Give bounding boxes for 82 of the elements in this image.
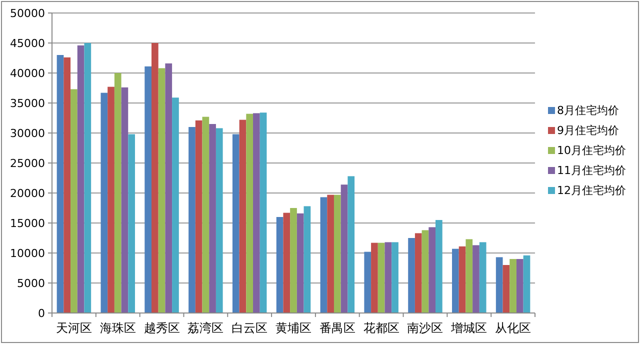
bar bbox=[516, 259, 524, 313]
y-tick-label: 15000 bbox=[10, 217, 45, 230]
bar bbox=[422, 230, 429, 313]
bar bbox=[253, 113, 260, 313]
bar bbox=[452, 248, 459, 313]
bar bbox=[334, 194, 341, 313]
bar bbox=[496, 257, 503, 313]
bar bbox=[158, 68, 166, 313]
legend-label: 8月住宅均价 bbox=[557, 104, 619, 117]
bar bbox=[364, 252, 372, 313]
legend-label: 11月住宅均价 bbox=[557, 164, 626, 177]
bar bbox=[260, 112, 267, 313]
bar bbox=[64, 57, 71, 313]
x-tick-label: 花都区 bbox=[363, 321, 400, 335]
y-tick-label: 5000 bbox=[17, 277, 45, 290]
x-tick-label: 天河区 bbox=[56, 321, 92, 335]
bar bbox=[436, 220, 442, 313]
bar bbox=[283, 212, 290, 313]
bar bbox=[108, 86, 114, 313]
bar bbox=[144, 66, 152, 313]
bar bbox=[114, 73, 122, 313]
bar bbox=[392, 242, 398, 313]
y-tick-label: 40000 bbox=[10, 67, 45, 80]
bar bbox=[100, 92, 108, 313]
bar bbox=[165, 63, 172, 313]
bar bbox=[202, 116, 210, 313]
bar bbox=[195, 120, 202, 313]
bar bbox=[276, 217, 284, 313]
bar bbox=[290, 208, 297, 313]
y-tick-label: 25000 bbox=[10, 157, 45, 170]
y-tick-label: 50000 bbox=[10, 7, 45, 20]
bar bbox=[84, 43, 92, 313]
bar bbox=[472, 245, 480, 313]
y-tick-label: 35000 bbox=[10, 97, 45, 110]
bar bbox=[70, 89, 78, 313]
bar bbox=[348, 176, 355, 313]
bar bbox=[466, 239, 473, 313]
bar bbox=[384, 242, 392, 313]
bar bbox=[152, 43, 158, 313]
bar bbox=[304, 206, 311, 313]
x-tick-label: 从化区 bbox=[495, 321, 532, 335]
bar bbox=[320, 197, 328, 313]
bar bbox=[458, 246, 466, 313]
x-tick-label: 番禺区 bbox=[319, 321, 356, 335]
bar bbox=[216, 128, 223, 313]
bar bbox=[428, 227, 436, 313]
bar bbox=[414, 233, 422, 313]
x-tick-label: 增城区 bbox=[450, 321, 488, 335]
bar bbox=[188, 127, 196, 313]
y-tick-label: 20000 bbox=[10, 187, 45, 200]
x-tick-label: 白云区 bbox=[232, 321, 268, 335]
bar bbox=[209, 124, 216, 313]
bar bbox=[232, 134, 240, 313]
bar bbox=[502, 265, 510, 313]
bar bbox=[340, 184, 348, 313]
bar bbox=[296, 213, 304, 313]
bar bbox=[523, 255, 530, 313]
x-tick-label: 荔湾区 bbox=[188, 321, 224, 335]
x-tick-label: 黄埔区 bbox=[276, 321, 312, 335]
bar bbox=[378, 242, 385, 313]
y-tick-label: 45000 bbox=[10, 37, 45, 50]
legend-label: 9月住宅均价 bbox=[557, 124, 619, 137]
y-tick-label: 0 bbox=[38, 307, 45, 320]
bar bbox=[246, 114, 254, 313]
bar bbox=[408, 238, 415, 313]
legend-label: 12月住宅均价 bbox=[557, 184, 626, 197]
bar bbox=[239, 120, 246, 313]
bar bbox=[371, 242, 378, 313]
y-tick-label: 10000 bbox=[10, 247, 45, 260]
bar bbox=[510, 259, 516, 313]
bar bbox=[121, 87, 128, 313]
bar bbox=[327, 194, 334, 313]
bar bbox=[77, 45, 84, 313]
bar bbox=[56, 55, 64, 313]
bar bbox=[479, 242, 486, 313]
bar bbox=[128, 134, 135, 313]
x-tick-label: 越秀区 bbox=[144, 321, 180, 335]
bar bbox=[172, 98, 179, 313]
x-tick-label: 南沙区 bbox=[407, 321, 444, 335]
x-tick-label: 海珠区 bbox=[100, 321, 136, 335]
y-tick-label: 30000 bbox=[10, 127, 45, 140]
legend-label: 10月住宅均价 bbox=[557, 144, 626, 157]
